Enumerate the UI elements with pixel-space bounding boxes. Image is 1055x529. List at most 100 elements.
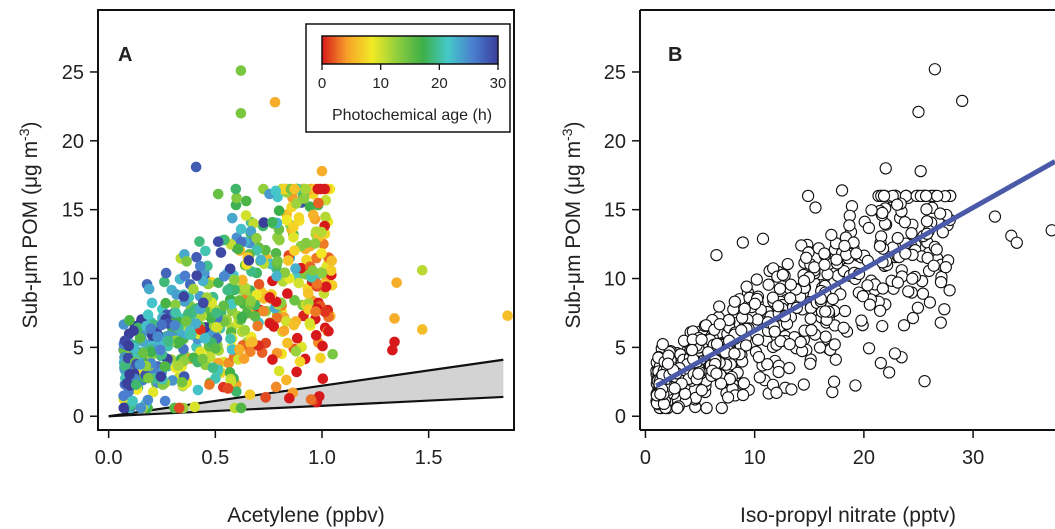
panel-a-x-tick-label: 1.5: [415, 447, 443, 469]
data-point: [325, 265, 337, 276]
panel-a-y-tick-label: 0: [73, 406, 84, 428]
data-point: [191, 251, 202, 263]
data-point: [781, 257, 794, 271]
data-point: [710, 367, 723, 380]
data-point: [134, 359, 146, 370]
data-point: [813, 341, 827, 354]
data-point: [170, 307, 181, 319]
data-point: [176, 376, 188, 388]
data-point: [258, 305, 269, 317]
data-point: [269, 96, 281, 108]
data-point: [271, 270, 282, 282]
data-point: [751, 333, 765, 347]
panel-a-y-axis-title: Sub-μm POM (μg m-3): [16, 121, 42, 328]
data-point: [179, 270, 191, 282]
panel-a-y-tick-label: 20: [62, 131, 84, 153]
data-point: [255, 254, 267, 266]
data-point: [661, 357, 675, 370]
data-point: [180, 315, 192, 327]
data-point: [194, 260, 206, 272]
data-point: [228, 274, 240, 286]
data-point: [843, 219, 856, 232]
panel-a-plot-area: [108, 65, 513, 418]
svg-text:Sub-μm POM (μg m-3): Sub-μm POM (μg m-3): [559, 121, 585, 328]
data-point: [809, 201, 822, 214]
data-point: [783, 338, 796, 351]
data-point: [783, 291, 797, 305]
data-point: [785, 383, 798, 396]
data-point: [236, 311, 248, 323]
data-point: [320, 281, 332, 292]
data-point: [801, 189, 815, 203]
data-point: [135, 402, 147, 414]
data-point: [247, 336, 258, 348]
data-point: [309, 238, 321, 249]
panel-a-x-tick-label: 1.0: [308, 447, 336, 469]
data-point: [249, 310, 261, 322]
data-point: [145, 323, 157, 335]
data-point: [159, 276, 170, 288]
data-point: [282, 255, 294, 266]
data-point: [235, 65, 247, 76]
data-point: [232, 243, 244, 255]
data-point: [279, 267, 291, 278]
data-point: [289, 295, 300, 306]
data-point: [204, 379, 215, 390]
data-point: [928, 63, 942, 76]
panel-a: 0.0 0.5 1.0 1.5 0 5 10 15 20 25 A Acetylene (ppbv…: [16, 9, 515, 527]
data-point: [916, 287, 930, 300]
data-point: [819, 330, 832, 343]
data-point: [134, 332, 146, 344]
data-point: [912, 105, 925, 119]
panel-b-y-tick-label: 0: [615, 406, 626, 428]
data-point: [191, 270, 203, 281]
colorbar: [321, 35, 499, 65]
data-point: [142, 394, 154, 406]
data-point: [830, 253, 843, 266]
data-point: [273, 205, 285, 217]
panel-a-x-axis-title: Acetylene (ppbv): [227, 504, 385, 527]
data-point: [911, 301, 925, 314]
data-point: [273, 365, 285, 377]
data-point: [160, 297, 171, 309]
panel-a-x-tick-label: 0.0: [95, 447, 123, 469]
data-point: [288, 231, 299, 243]
data-point: [234, 344, 245, 355]
data-point: [316, 226, 327, 238]
data-point: [748, 297, 762, 310]
data-point: [143, 372, 154, 384]
data-point: [244, 389, 256, 400]
data-point: [855, 314, 868, 327]
data-point: [312, 183, 324, 195]
data-point: [231, 192, 242, 204]
panel-a-y-tick-label: 5: [73, 337, 84, 359]
data-point: [289, 245, 300, 256]
data-point: [240, 195, 252, 207]
data-point: [298, 193, 310, 204]
data-point: [808, 261, 821, 274]
data-point: [879, 162, 892, 175]
data-point: [230, 183, 242, 195]
data-point: [728, 295, 741, 308]
data-point: [155, 371, 167, 382]
data-point: [891, 276, 904, 289]
panel-b-y-tick-label: 5: [615, 337, 626, 359]
data-point: [416, 264, 428, 276]
data-point: [211, 321, 222, 333]
data-point: [714, 377, 728, 390]
data-point: [118, 402, 130, 414]
data-point: [198, 297, 209, 309]
data-point: [305, 394, 317, 405]
data-point: [876, 319, 889, 333]
data-point: [225, 333, 236, 345]
data-point: [794, 335, 807, 349]
data-point: [218, 270, 230, 282]
panel-b-x-tick-label: 30: [962, 447, 984, 469]
data-point: [736, 388, 750, 402]
data-point: [130, 379, 142, 391]
data-point: [231, 386, 242, 397]
data-point: [861, 279, 874, 292]
data-point: [252, 320, 263, 332]
data-point: [750, 273, 763, 286]
